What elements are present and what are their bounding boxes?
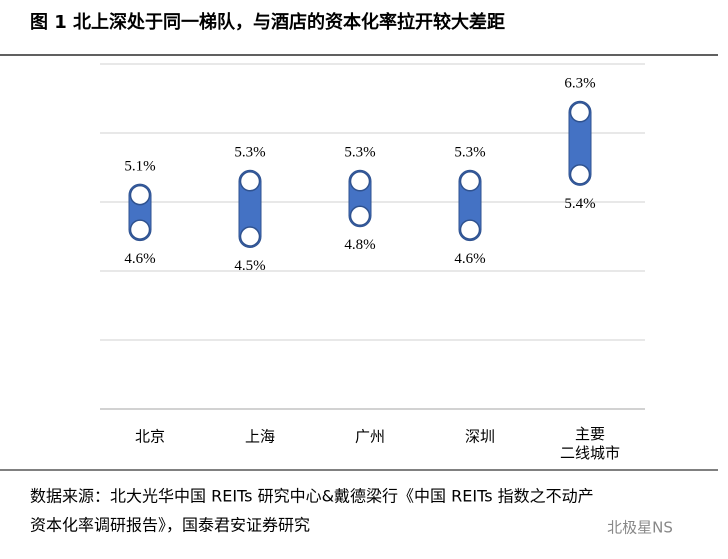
high-point [569,102,591,123]
value-label: 5.3% [344,145,375,161]
value-label: 4.6% [124,251,155,267]
low-point [129,219,151,240]
x-tick-label: 上海 [245,428,275,446]
value-label: 5.1% [124,159,155,175]
chart-title: 图 1 北上深处于同一梯队，与酒店的资本化率拉开较大差距 [30,11,505,33]
low-point [349,205,371,227]
value-label: 5.3% [454,145,485,161]
value-label: 4.6% [454,251,485,267]
x-tick-label: 深圳 [465,428,495,446]
range-bar [568,100,592,186]
x-tick-label: 主要二线城市 [560,425,620,462]
value-label: 6.3% [564,76,595,92]
value-label: 4.5% [234,258,265,274]
high-point [239,171,261,192]
high-point [459,171,481,192]
value-label: 5.4% [564,196,595,212]
low-point [459,219,481,240]
watermark: 北极星NS [607,519,673,537]
source-line: 资本化率调研报告》，国泰君安证券研究 [30,516,310,535]
source-line: 数据来源：北大光华中国 REITs 研究中心&戴德梁行《中国 REITs 指数之… [30,487,594,506]
high-point [349,171,371,192]
low-point [239,226,261,247]
high-point [129,184,151,206]
x-tick-label: 北京 [135,428,165,446]
value-label: 5.3% [234,145,265,161]
x-tick-label: 广州 [355,428,385,446]
low-point [569,164,591,185]
value-label: 4.8% [344,237,375,253]
